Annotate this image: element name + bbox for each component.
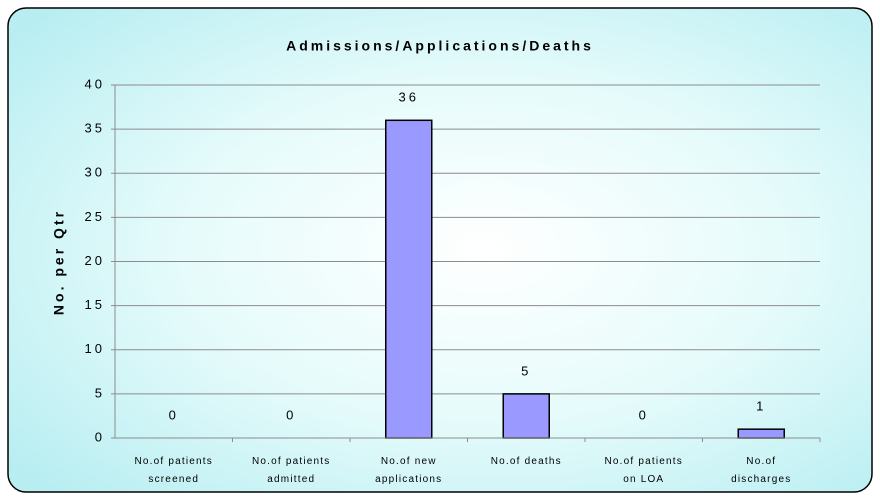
y-axis-label: No. per Qtr [51, 209, 67, 315]
y-tick-label: 5 [95, 385, 105, 400]
data-label: 36 [399, 90, 419, 105]
chart-frame [7, 7, 873, 493]
data-label: 0 [639, 407, 649, 422]
data-label: 0 [286, 407, 296, 422]
y-tick-label: 40 [85, 76, 105, 91]
bar [502, 393, 550, 439]
data-label: 5 [521, 363, 531, 378]
x-tick-label: No.of discharges [731, 456, 792, 485]
y-tick-label: 15 [85, 297, 105, 312]
y-tick-label: 35 [85, 121, 105, 136]
data-label: 1 [756, 399, 766, 414]
x-tick-label: No.of patients admitted [251, 456, 331, 485]
y-tick-label: 0 [95, 429, 105, 444]
chart-title: Admissions/Applications/Deaths [286, 38, 594, 54]
data-label: 0 [169, 407, 179, 422]
y-tick-label: 30 [85, 165, 105, 180]
bar [385, 119, 433, 439]
x-tick-label: No.of patients on LOA [604, 456, 683, 485]
x-tick-label: No.of new applications [375, 456, 443, 485]
y-tick-label: 20 [85, 253, 105, 268]
x-tick-label: No.of patients screened [134, 456, 213, 485]
y-tick-label: 25 [85, 209, 105, 224]
x-tick-label: No.of deaths [490, 456, 562, 467]
bar [737, 428, 785, 439]
y-tick-label: 10 [85, 341, 105, 356]
